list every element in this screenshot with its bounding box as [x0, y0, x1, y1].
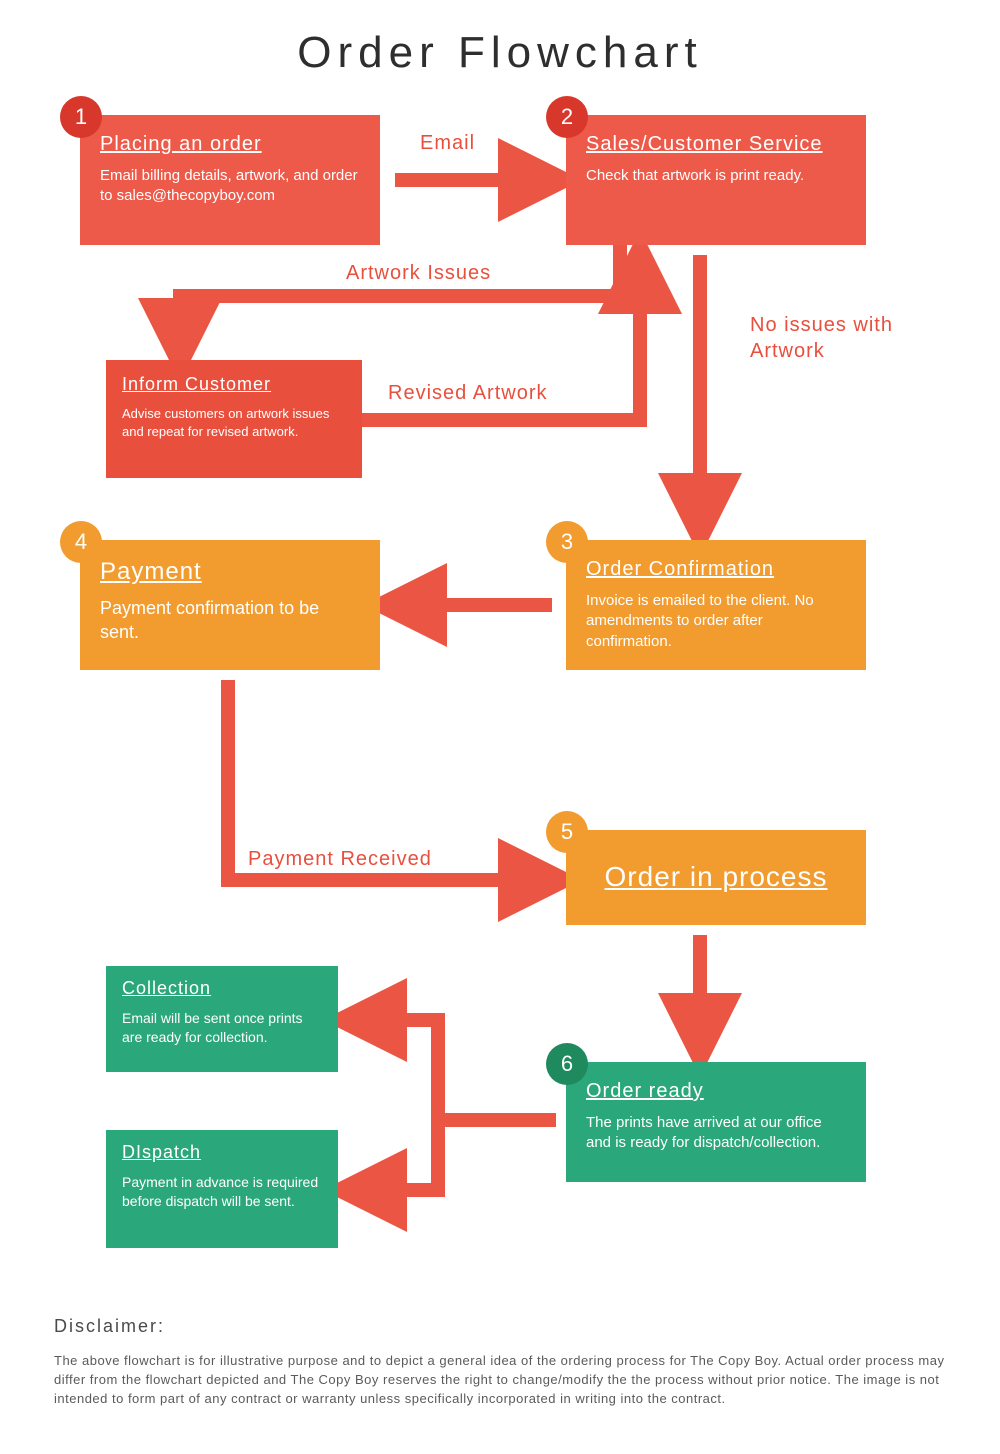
badge-5: 5 [546, 811, 588, 853]
node-order-confirmation: Order Confirmation Invoice is emailed to… [566, 540, 866, 670]
badge-6: 6 [546, 1043, 588, 1085]
node-body: Payment confirmation to be sent. [100, 596, 360, 645]
node-title: Order ready [586, 1080, 846, 1103]
disclaimer-body: The above flowchart is for illustrative … [54, 1352, 946, 1409]
node-title: Order Confirmation [586, 558, 846, 581]
badge-number: 2 [561, 104, 573, 130]
node-title: Sales/Customer Service [586, 133, 846, 156]
node-body: Invoice is emailed to the client. No ame… [586, 591, 846, 652]
flowchart-canvas: Order Flowchart Email Artwork Issues Rev… [0, 0, 1000, 1454]
node-title: Inform Customer [122, 374, 346, 395]
node-body: Advise customers on artwork issues and r… [122, 405, 346, 440]
badge-number: 3 [561, 529, 573, 555]
node-order-in-process: Order in process [566, 830, 866, 925]
badge-number: 1 [75, 104, 87, 130]
edge-label-payment-received: Payment Received [248, 848, 432, 871]
node-order-ready: Order ready The prints have arrived at o… [566, 1062, 866, 1182]
badge-number: 5 [561, 819, 573, 845]
edge-label-artwork-issues: Artwork Issues [346, 262, 491, 285]
node-body: Check that artwork is print ready. [586, 166, 846, 186]
node-inform-customer: Inform Customer Advise customers on artw… [106, 360, 362, 478]
node-title: Collection [122, 978, 322, 999]
node-title: Order in process [605, 861, 828, 893]
node-placing-order: Placing an order Email billing details, … [80, 115, 380, 245]
badge-number: 4 [75, 529, 87, 555]
node-collection: Collection Email will be sent once print… [106, 966, 338, 1072]
node-title: DIspatch [122, 1142, 322, 1163]
edge-label-no-issues: No issues with Artwork [750, 312, 930, 364]
badge-1: 1 [60, 96, 102, 138]
node-body: Email billing details, artwork, and orde… [100, 166, 360, 207]
node-sales-service: Sales/Customer Service Check that artwor… [566, 115, 866, 245]
node-title: Placing an order [100, 133, 360, 156]
badge-2: 2 [546, 96, 588, 138]
node-body: Email will be sent once prints are ready… [122, 1009, 322, 1047]
edge-label-email: Email [420, 132, 475, 155]
node-body: The prints have arrived at our office an… [586, 1113, 846, 1154]
badge-4: 4 [60, 521, 102, 563]
disclaimer-heading: Disclaimer: [54, 1316, 165, 1337]
edge-label-revised-artwork: Revised Artwork [388, 382, 548, 405]
page-title: Order Flowchart [0, 28, 1000, 78]
badge-number: 6 [561, 1051, 573, 1077]
node-title: Payment [100, 558, 360, 586]
node-dispatch: DIspatch Payment in advance is required … [106, 1130, 338, 1248]
badge-3: 3 [546, 521, 588, 563]
node-payment: Payment Payment confirmation to be sent. [80, 540, 380, 670]
node-body: Payment in advance is required before di… [122, 1173, 322, 1211]
